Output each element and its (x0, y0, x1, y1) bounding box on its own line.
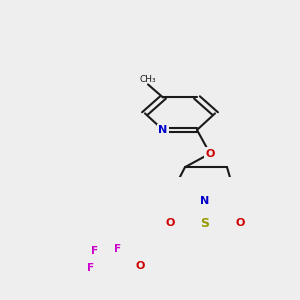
Text: F: F (114, 244, 121, 254)
Text: N: N (158, 125, 168, 135)
Text: O: O (205, 148, 215, 159)
Text: O: O (136, 261, 145, 272)
Text: S: S (200, 217, 209, 230)
Text: F: F (87, 262, 94, 273)
Text: O: O (235, 218, 245, 228)
Text: N: N (200, 196, 210, 206)
Text: O: O (165, 218, 175, 228)
Text: F: F (91, 246, 98, 256)
Text: CH₃: CH₃ (140, 75, 156, 84)
